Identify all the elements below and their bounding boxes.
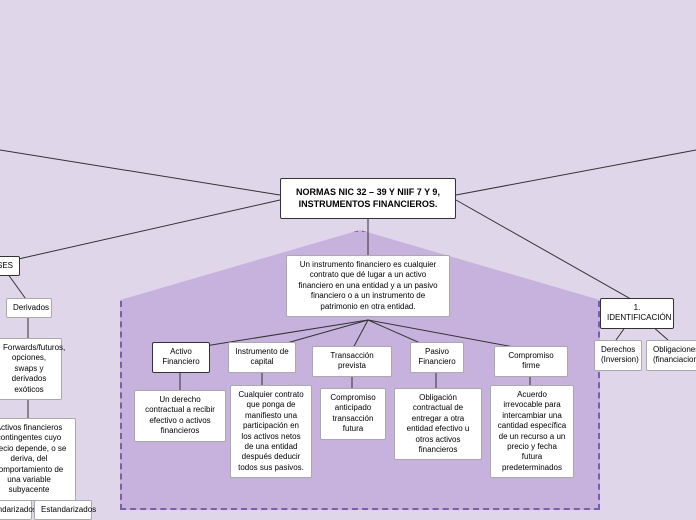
- branch-compromiso: Compromiso firme: [494, 346, 568, 377]
- desc-transaccion: Compromiso anticipado transacción futura: [320, 388, 386, 440]
- title-node: NORMAS NIC 32 – 39 Y NIIF 7 Y 9, INSTRUM…: [280, 178, 456, 219]
- branch-instrumento: Instrumento de capital: [228, 342, 296, 373]
- left-derivados: Derivados: [6, 298, 52, 318]
- desc-activo: Un derecho contractual a recibir efectiv…: [134, 390, 226, 442]
- right-obligaciones: Obligaciones (financiacion): [646, 340, 696, 371]
- left-def: Activos financieros contingentes cuyo pr…: [0, 418, 76, 501]
- desc-compromiso: Acuerdo irrevocable para intercambiar un…: [490, 385, 574, 478]
- left-tipos: Forwards/futuros, opciones, swaps y deri…: [0, 338, 62, 400]
- title-line1: NORMAS NIC 32 – 39 Y NIIF 7 Y 9,: [291, 187, 445, 199]
- left-std1: standarizados: [0, 500, 32, 520]
- branch-activo: Activo Financiero: [152, 342, 210, 373]
- right-derechos: Derechos (Inversion): [594, 340, 642, 371]
- branch-pasivo: Pasivo Financiero: [410, 342, 464, 373]
- desc-pasivo: Obligación contractual de entregar a otr…: [394, 388, 482, 460]
- center-definition: Un instrumento financiero es cualquier c…: [286, 255, 450, 317]
- left-std2: Estandarizados: [34, 500, 92, 520]
- desc-instrumento: Cualquier contrato que ponga de manifies…: [230, 385, 312, 478]
- right-ident: 1. IDENTIFICACIÓN: [600, 298, 674, 329]
- left-ses: SES: [0, 256, 20, 276]
- title-line2: INSTRUMENTOS FINANCIEROS.: [291, 199, 445, 211]
- branch-transaccion: Transacción prevista: [312, 346, 392, 377]
